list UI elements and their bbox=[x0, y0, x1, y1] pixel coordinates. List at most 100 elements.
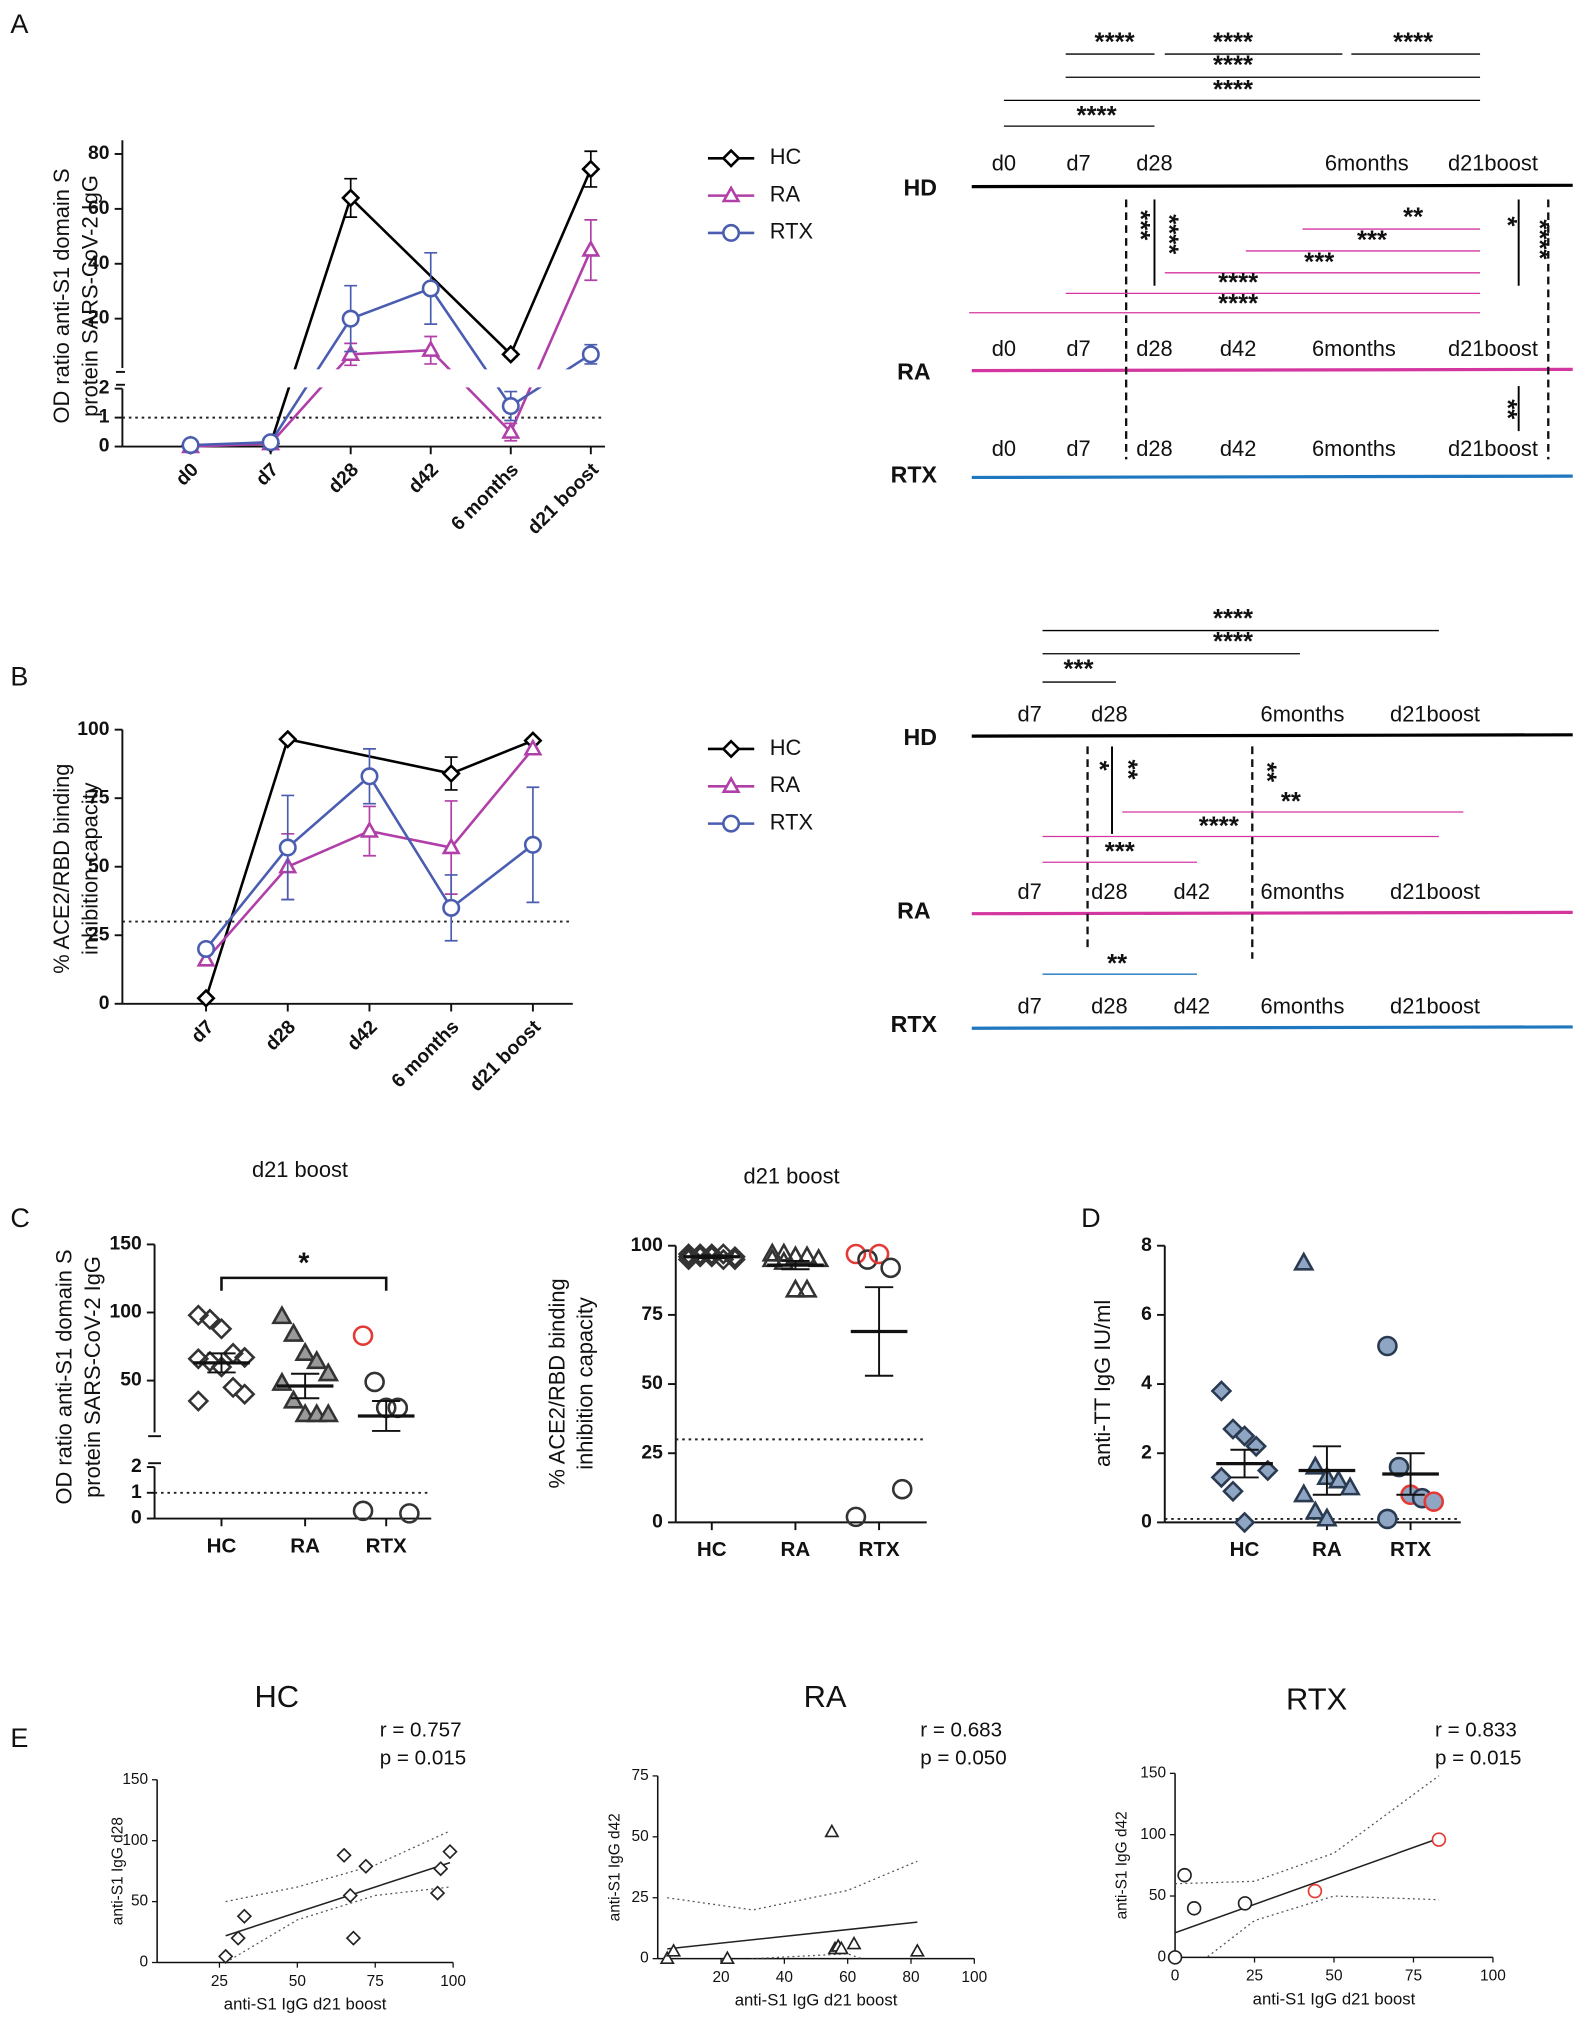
panel-letter: B bbox=[10, 661, 28, 691]
y-tick-label: 80 bbox=[88, 143, 109, 164]
data-point bbox=[197, 939, 216, 958]
timepoint-label: d7 bbox=[1066, 436, 1090, 461]
data-point bbox=[1293, 1483, 1315, 1503]
data-point bbox=[833, 1940, 849, 1955]
y-tick-label: 100 bbox=[109, 1302, 141, 1323]
y-tick-label: 0 bbox=[99, 993, 110, 1014]
y-axis-label: inhibition capacity bbox=[573, 1297, 598, 1470]
sem-bar bbox=[781, 1259, 810, 1271]
series-line bbox=[190, 286, 592, 447]
data-point bbox=[501, 397, 520, 416]
x-tick-label: 75 bbox=[367, 1973, 384, 1990]
data-point bbox=[719, 1950, 735, 1964]
significance-label: *** bbox=[1357, 227, 1387, 255]
x-axis-label: anti-S1 IgG d21 boost bbox=[1253, 1989, 1416, 2008]
data-point bbox=[724, 1245, 746, 1268]
legend-marker bbox=[721, 739, 741, 759]
timepoint-label: 6months bbox=[1312, 336, 1396, 361]
data-point bbox=[187, 1347, 210, 1370]
data-point bbox=[1327, 1469, 1350, 1489]
significance-label: **** bbox=[1213, 52, 1253, 80]
data-point bbox=[1233, 1425, 1256, 1447]
timepoint-label: d7 bbox=[1066, 336, 1090, 361]
legend-label: RA bbox=[770, 772, 801, 797]
data-point bbox=[1304, 1500, 1327, 1520]
data-point bbox=[360, 767, 379, 786]
y-tick-label: 0 bbox=[652, 1511, 663, 1532]
stat-label: r = 0.757 bbox=[380, 1718, 462, 1741]
sem-bar bbox=[864, 1286, 894, 1377]
timepoint-label: d21boost bbox=[1448, 436, 1538, 461]
significance-label: **** bbox=[1077, 102, 1117, 130]
data-point bbox=[700, 1245, 723, 1268]
y-tick-label: 0 bbox=[1141, 1511, 1152, 1532]
stat-label: p = 0.050 bbox=[920, 1747, 1006, 1770]
data-point bbox=[1431, 1832, 1447, 1847]
data-point bbox=[341, 309, 360, 328]
x-tick-label: d21 boost bbox=[466, 1016, 546, 1096]
data-point bbox=[1167, 1950, 1183, 1965]
timepoint-label: d0 bbox=[992, 336, 1016, 361]
x-tick-label: 100 bbox=[961, 1969, 987, 1986]
data-point bbox=[891, 1478, 913, 1500]
timepoint-label: d7 bbox=[1066, 151, 1090, 176]
timepoint-label: d42 bbox=[1174, 993, 1210, 1018]
timepoint-label: 6months bbox=[1312, 436, 1396, 461]
x-tick-label: d7 bbox=[188, 1017, 219, 1048]
data-point bbox=[341, 343, 361, 362]
significance-bracket bbox=[220, 1276, 388, 1291]
y-tick-label: 6 bbox=[1141, 1304, 1152, 1325]
data-point bbox=[845, 1243, 867, 1265]
y-tick-label: 25 bbox=[641, 1442, 663, 1463]
y-axis-label: protein SARS-CoV-2 IgG bbox=[80, 1256, 105, 1498]
data-point bbox=[1316, 1507, 1338, 1527]
y-tick-label: 25 bbox=[632, 1889, 649, 1906]
significance-label: ** bbox=[1493, 399, 1521, 419]
significance-label: **** bbox=[1213, 605, 1253, 633]
timepoint-label: d28 bbox=[1091, 879, 1127, 904]
y-axis-label: % ACE2/RBD binding bbox=[49, 764, 74, 974]
y-tick-label: 75 bbox=[641, 1304, 663, 1325]
y-tick-label: 100 bbox=[631, 1235, 663, 1256]
x-tick-label: 50 bbox=[1325, 1968, 1342, 1985]
significance-label: ** bbox=[1113, 760, 1141, 780]
x-tick-label: 40 bbox=[776, 1969, 793, 1986]
data-point bbox=[523, 738, 543, 756]
x-tick-label: 100 bbox=[1480, 1968, 1506, 1985]
x-tick-label: HC bbox=[697, 1538, 727, 1561]
data-point bbox=[336, 1847, 352, 1863]
legend-label: RA bbox=[770, 181, 801, 206]
data-point bbox=[1233, 1511, 1256, 1534]
significance-label: *** bbox=[1304, 249, 1334, 277]
significance-label: ** bbox=[1403, 204, 1423, 232]
timepoint-label: d28 bbox=[1091, 701, 1127, 726]
data-point bbox=[210, 1318, 233, 1340]
timeline bbox=[971, 733, 1573, 738]
y-axis-label: % ACE2/RBD binding bbox=[544, 1278, 569, 1488]
data-point bbox=[187, 1390, 210, 1412]
data-point bbox=[282, 1322, 305, 1342]
significance-label: **** bbox=[1213, 76, 1253, 104]
data-point bbox=[271, 1304, 293, 1325]
x-tick-label: 75 bbox=[1405, 1968, 1422, 1985]
timepoint-label: d0 bbox=[992, 151, 1016, 176]
significance-label: **** bbox=[1218, 290, 1258, 318]
x-tick-label: 20 bbox=[712, 1969, 729, 1986]
timepoint-label: d7 bbox=[1017, 993, 1041, 1018]
data-point bbox=[845, 1506, 867, 1528]
fit-group bbox=[1175, 1775, 1440, 1958]
data-point bbox=[342, 1887, 358, 1904]
confidence-band bbox=[225, 1830, 451, 1903]
significance-label: **** bbox=[1213, 628, 1253, 656]
timepoint-label: d7 bbox=[1017, 879, 1041, 904]
timeline bbox=[971, 474, 1573, 480]
confidence-band bbox=[1175, 1775, 1440, 1885]
data-point bbox=[501, 344, 521, 364]
group-label: RTX bbox=[891, 1011, 938, 1037]
data-point bbox=[421, 339, 441, 357]
y-tick-label: 150 bbox=[109, 1234, 141, 1255]
data-point bbox=[345, 1930, 362, 1946]
data-point bbox=[796, 1245, 818, 1265]
data-point bbox=[294, 1341, 316, 1361]
